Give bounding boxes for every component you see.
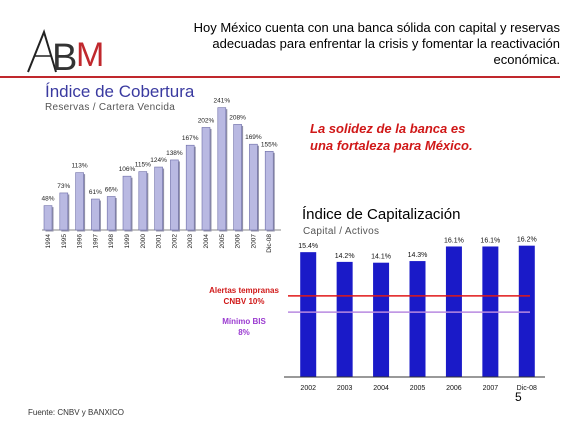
chart1-data-label: 241% bbox=[213, 98, 230, 105]
chart1-bar bbox=[217, 107, 227, 231]
chart1-bar bbox=[201, 127, 211, 231]
chart1-data-label: 169% bbox=[245, 134, 262, 141]
source-note: Fuente: CNBV y BANXICO bbox=[28, 408, 125, 417]
chart1-bar bbox=[75, 172, 84, 231]
chart1-tick-label: 2007 bbox=[250, 234, 257, 249]
chart2-data-label: 16.1% bbox=[444, 237, 464, 244]
tagline: La solidez de la banca es una fortaleza … bbox=[310, 120, 473, 154]
chart2-bar bbox=[409, 261, 426, 377]
chart1-bar bbox=[185, 144, 195, 231]
chart2-data-label: 15.4% bbox=[298, 243, 318, 250]
chart2-tick-label: 2002 bbox=[300, 385, 316, 392]
page-number: 5 bbox=[515, 390, 522, 404]
chart1-tick-label: 2001 bbox=[156, 234, 163, 249]
chart1-data-label: 115% bbox=[135, 162, 151, 169]
chart1-data-label: 167% bbox=[182, 135, 199, 142]
chart1-tick-label: 2003 bbox=[187, 234, 194, 249]
abm-logo: B M bbox=[27, 28, 104, 74]
header-rule bbox=[0, 76, 560, 78]
chart1-tick-label: 2006 bbox=[235, 234, 242, 249]
chart1-tick-label: 1996 bbox=[77, 234, 84, 249]
chart1-data-label: 48% bbox=[41, 196, 54, 203]
chart2-title: Índice de Capitalización bbox=[302, 206, 461, 223]
chart2-bar bbox=[373, 262, 390, 377]
chart1-bar bbox=[59, 192, 69, 231]
chart2-data-label: 14.3% bbox=[408, 252, 428, 259]
chart1-tick-label: 2004 bbox=[203, 234, 210, 249]
chart1-data-label: 155% bbox=[261, 141, 278, 148]
chart2-tick-label: 2006 bbox=[446, 385, 462, 392]
chart1-subtitle: Reservas / Cartera Vencida bbox=[45, 102, 176, 113]
chart2-tick-label: Dic-08 bbox=[517, 385, 537, 392]
chart1-bar bbox=[154, 166, 163, 231]
svg-text:M: M bbox=[76, 36, 104, 74]
alert-label-line2: CNBV 10% bbox=[223, 297, 265, 306]
chart1-data-label: 208% bbox=[229, 114, 246, 121]
chart1-bar bbox=[170, 159, 179, 231]
chart1-tick-label: 1998 bbox=[108, 234, 115, 249]
chart2-subtitle: Capital / Activos bbox=[303, 226, 380, 237]
chart1-tick-label: 1999 bbox=[124, 234, 131, 249]
chart1-tick-label: 1997 bbox=[92, 234, 99, 249]
chart2-bar bbox=[300, 252, 317, 377]
chart1-tick-label: 1995 bbox=[61, 234, 68, 249]
chart1-bar bbox=[249, 143, 258, 231]
chart1-tick-label: 2002 bbox=[171, 234, 178, 249]
chart1-tick-label: 1994 bbox=[45, 234, 52, 249]
chart1-title: Índice de Cobertura bbox=[45, 82, 195, 101]
chart1-bar bbox=[43, 205, 53, 231]
chart1-bar bbox=[264, 151, 274, 231]
chart2-data-label: 16.1% bbox=[480, 237, 500, 244]
chart2-data-label: 14.2% bbox=[335, 253, 355, 260]
chart1-tick-label: 2000 bbox=[140, 234, 147, 249]
svg-text:B: B bbox=[52, 37, 77, 74]
chart1-bar bbox=[138, 171, 148, 231]
chart2-data-label: 14.1% bbox=[371, 254, 391, 261]
alert-line-label: Alertas tempranas CNBV 10% bbox=[198, 285, 290, 307]
chart1-data-label: 73% bbox=[57, 183, 70, 190]
chart1-tick-label: 2005 bbox=[219, 234, 226, 249]
chart1-bar bbox=[106, 196, 116, 231]
chart1-data-label: 106% bbox=[119, 166, 136, 173]
chart2-tick-label: 2005 bbox=[410, 385, 426, 392]
alert-label-line1: Alertas tempranas bbox=[209, 286, 279, 295]
chart1-bar bbox=[122, 175, 132, 231]
bis-label-line1: Mínimo BIS bbox=[222, 317, 266, 326]
chart2-bar bbox=[518, 245, 535, 377]
chart2-tick-label: 2004 bbox=[373, 385, 389, 392]
chart1-data-label: 124% bbox=[150, 157, 167, 164]
chart2-bar bbox=[336, 261, 353, 377]
bis-label-line2: 8% bbox=[238, 328, 250, 337]
tagline-line2: una fortaleza para México. bbox=[310, 138, 473, 153]
chart1-data-label: 202% bbox=[198, 117, 215, 124]
tagline-line1: La solidez de la banca es bbox=[310, 121, 466, 136]
chart1-data-label: 113% bbox=[72, 163, 88, 170]
chart1-data-label: 66% bbox=[105, 186, 118, 193]
chart2-tick-label: 2007 bbox=[483, 385, 499, 392]
chart1-data-label: 61% bbox=[89, 189, 102, 196]
header-text: Hoy México cuenta con una banca sólida c… bbox=[193, 20, 560, 67]
chart2-data-label: 16.2% bbox=[517, 237, 537, 244]
chart1-bar bbox=[233, 124, 242, 231]
chart1-bar bbox=[91, 198, 100, 231]
chart1-data-label: 138% bbox=[166, 150, 183, 157]
chart1-tick-label: Dic-08 bbox=[266, 234, 273, 253]
bis-line-label: Mínimo BIS 8% bbox=[198, 316, 290, 338]
chart2-tick-label: 2003 bbox=[337, 385, 353, 392]
